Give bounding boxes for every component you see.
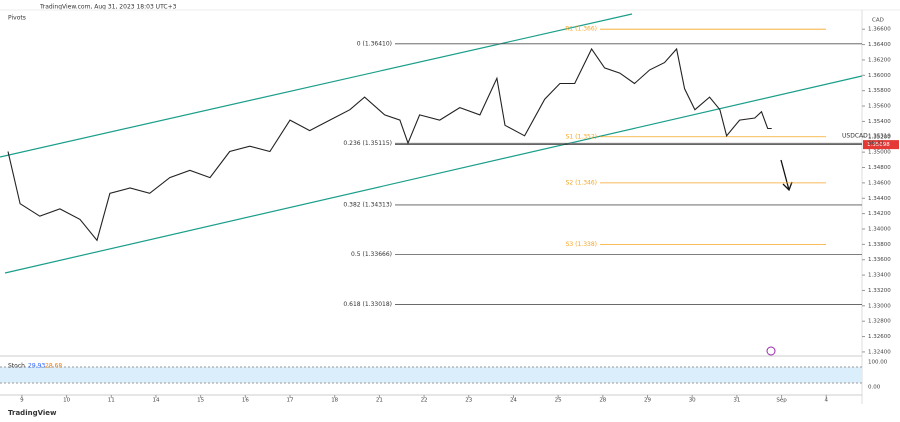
fib-label: 0.236 (1.35115) xyxy=(343,140,392,147)
y-tick-label: 1.35600 xyxy=(868,104,891,110)
last-price-label: 1.35098 xyxy=(867,142,890,148)
y-tick-label: 1.35200 xyxy=(868,134,891,140)
x-tick-label: 30 xyxy=(689,398,696,404)
last-price-box xyxy=(863,140,899,150)
x-tick-label: 31 xyxy=(733,398,740,404)
stoch-lower-label: 0.00 xyxy=(868,385,881,391)
y-tick-label: 1.32400 xyxy=(868,349,891,355)
y-tick-label: 1.34800 xyxy=(868,165,891,171)
x-tick-label: 4 xyxy=(825,398,829,404)
x-tick-label: 18 xyxy=(331,398,338,404)
stoch-upper-label: 100.00 xyxy=(868,360,888,366)
currency: CAD xyxy=(872,18,884,24)
fib-label: 0 (1.36410) xyxy=(357,40,392,47)
stoch-k: 29.93 xyxy=(28,363,45,370)
x-tick-label: 24 xyxy=(510,398,517,404)
price-line xyxy=(7,47,772,242)
fib-label: 0.618 (1.33018) xyxy=(343,301,392,308)
y-tick-label: 1.33400 xyxy=(868,273,891,279)
y-tick-label: 1.36200 xyxy=(868,57,891,63)
x-tick-label: 25 xyxy=(555,398,562,404)
pivot-label: S3 (1.338) xyxy=(566,241,597,248)
y-tick-label: 1.32600 xyxy=(868,334,891,340)
y-tick-label: 1.36400 xyxy=(868,42,891,48)
y-tick-label: 1.36600 xyxy=(868,27,891,33)
fib-label: 0.5 (1.33666) xyxy=(351,251,392,258)
channel-upper xyxy=(0,13,633,158)
y-tick-label: 1.33200 xyxy=(868,288,891,294)
source: TradingView.com, Aug 31, 2023 18:03 UTC+… xyxy=(39,4,177,11)
series-name: USDCAD xyxy=(842,133,868,140)
fib-label: 0.382 (1.34313) xyxy=(343,201,392,208)
arrow xyxy=(780,159,793,192)
price-label: 1.35319 xyxy=(868,134,891,140)
stoch-d: 28.68 xyxy=(45,363,62,370)
y-tick-label: 1.35800 xyxy=(868,88,891,94)
x-tick-label: 28 xyxy=(599,398,606,404)
x-tick-label: 15 xyxy=(197,398,204,404)
x-tick-label: 29 xyxy=(644,398,651,404)
x-tick-label: 14 xyxy=(152,398,159,404)
y-tick-label: 1.34000 xyxy=(868,226,891,232)
stoch-band xyxy=(0,367,862,383)
x-tick-label: 16 xyxy=(242,398,249,404)
pivot-label: S2 (1.346) xyxy=(566,179,597,186)
pivot-label: R1 (1.366) xyxy=(565,26,597,33)
y-tick-label: 1.32800 xyxy=(868,319,891,325)
y-tick-label: 1.34400 xyxy=(868,196,891,202)
countdown: 56:31 xyxy=(868,141,884,147)
y-tick-label: 1.35400 xyxy=(868,119,891,125)
indicator: Pivots xyxy=(8,15,26,22)
pivot-label: S1 (1.352) xyxy=(566,133,597,140)
y-tick-label: 1.35000 xyxy=(868,150,891,156)
x-tick-label: 21 xyxy=(376,398,383,404)
y-tick-label: 1.36000 xyxy=(868,73,891,79)
x-tick-label: 17 xyxy=(287,398,294,404)
x-tick-label: 9 xyxy=(20,398,24,404)
x-tick-label: 22 xyxy=(421,398,428,404)
y-tick-label: 1.34200 xyxy=(868,211,891,217)
stoch-title: Stoch xyxy=(8,363,25,370)
x-tick-label: Sep xyxy=(776,398,787,404)
y-tick-label: 1.33600 xyxy=(868,257,891,263)
y-tick-label: 1.34600 xyxy=(868,180,891,186)
y-tick-label: 1.33800 xyxy=(868,242,891,248)
x-tick-label: 11 xyxy=(108,398,115,404)
footer-logo: TradingView xyxy=(8,409,57,417)
event-icon[interactable] xyxy=(766,346,776,356)
x-tick-label: 10 xyxy=(63,398,70,404)
x-tick-label: 23 xyxy=(465,398,472,404)
y-tick-label: 1.33000 xyxy=(868,303,891,309)
